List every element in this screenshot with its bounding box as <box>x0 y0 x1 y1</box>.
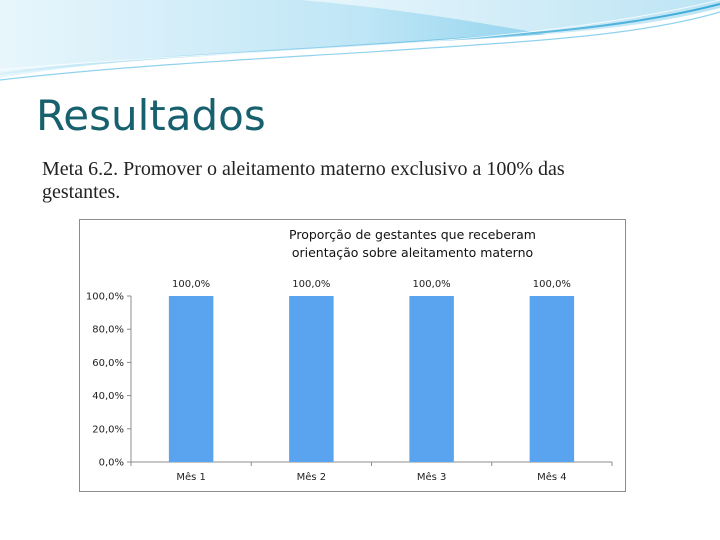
y-tick-label: 40,0% <box>92 391 124 402</box>
header-wave-decoration <box>0 0 720 81</box>
y-tick-label: 60,0% <box>92 358 124 369</box>
x-tick-label: Mês 4 <box>537 471 567 483</box>
bar-value-label: 100,0% <box>172 279 210 290</box>
x-tick-label: Mês 3 <box>417 471 447 483</box>
bar <box>289 296 334 462</box>
y-tick-label: 0,0% <box>99 458 124 469</box>
y-tick-label: 20,0% <box>92 424 124 435</box>
y-tick-label: 100,0% <box>86 292 124 303</box>
bar-value-label: 100,0% <box>292 279 330 290</box>
x-tick-label: Mês 1 <box>176 471 206 483</box>
bar <box>168 296 214 462</box>
bar-value-label: 100,0% <box>413 279 451 290</box>
bar <box>409 296 454 462</box>
bar-value-label: 100,0% <box>533 279 571 290</box>
bar <box>529 296 575 462</box>
slide-subtitle: Meta 6.2. Promover o aleitamento materno… <box>42 158 565 203</box>
slide-title: Resultados <box>36 91 266 140</box>
x-tick-label: Mês 2 <box>297 471 327 483</box>
y-tick-label: 80,0% <box>92 325 124 336</box>
